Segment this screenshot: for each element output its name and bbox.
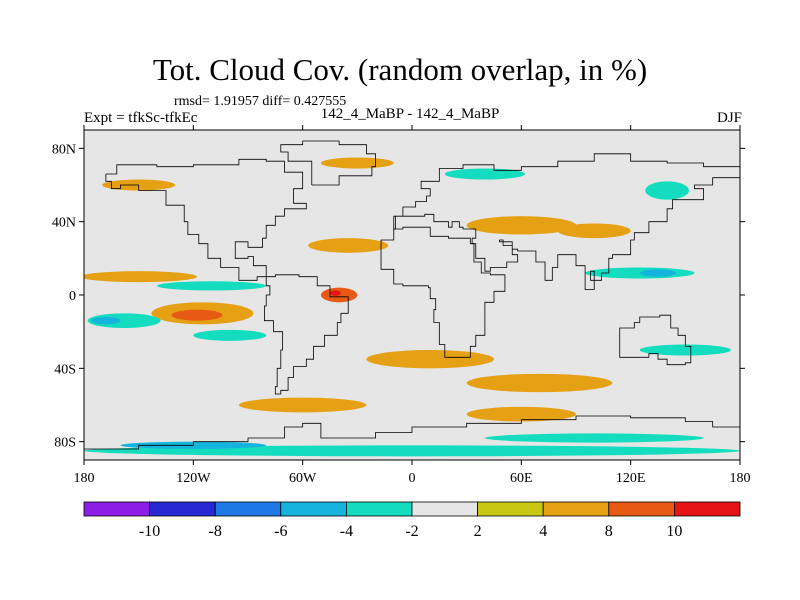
anomaly-north-pacific-band bbox=[84, 271, 197, 283]
anomaly-field bbox=[84, 157, 740, 457]
colorbar-swatch bbox=[674, 501, 741, 517]
x-tick-label: 120W bbox=[176, 471, 211, 486]
coastline-south-america bbox=[264, 274, 349, 395]
colorbar-swatch bbox=[477, 501, 544, 517]
colorbar-label: 2 bbox=[474, 523, 482, 540]
anomaly-south-indian-positive bbox=[466, 406, 576, 422]
colorbar-label: -4 bbox=[340, 523, 353, 540]
anomaly-east-pacific-negative-south bbox=[639, 344, 731, 356]
anomaly-south-atlantic-positive bbox=[466, 373, 613, 393]
colorbar-swatch bbox=[542, 501, 610, 517]
x-tick-label: 180 bbox=[730, 471, 751, 486]
anomaly-atlantic-midlat-positive bbox=[308, 238, 389, 253]
anomaly-africa-positive bbox=[366, 350, 494, 369]
anomaly-indian-ocean-core-negative bbox=[639, 269, 677, 277]
colorbar-swatch bbox=[280, 501, 347, 517]
colorbar-swatch bbox=[345, 501, 413, 517]
colorbar-label: 8 bbox=[605, 523, 613, 540]
colorbar-label: -10 bbox=[139, 523, 160, 540]
period-label: 142_4_MaBP - 142_4_MaBP bbox=[320, 106, 500, 122]
colorbar-label: 4 bbox=[539, 523, 547, 540]
coastlines bbox=[84, 140, 740, 450]
anomaly-europe-positive bbox=[466, 216, 576, 235]
x-tick-label: 180 bbox=[74, 471, 95, 486]
anomaly-pacific-negative-core bbox=[91, 317, 121, 325]
x-tick-label: 60W bbox=[289, 471, 317, 486]
y-axis: 80N 40N 0 40S 80S bbox=[52, 142, 745, 451]
colorbar-swatch bbox=[149, 501, 216, 517]
anomaly-south-america-west-max bbox=[330, 290, 341, 296]
colorbar-label: -8 bbox=[209, 523, 222, 540]
experiment-label: Expt = tfkSc-tfkEc bbox=[84, 110, 198, 126]
coastline-north-america bbox=[105, 158, 307, 281]
anomaly-southern-negative-band bbox=[484, 433, 704, 443]
x-tick-label: 120E bbox=[616, 471, 646, 486]
y-tick-label: 40S bbox=[54, 362, 76, 377]
y-tick-label: 40N bbox=[52, 216, 76, 231]
coastline-africa bbox=[380, 226, 506, 358]
x-tick-label: 60E bbox=[510, 471, 533, 486]
anomaly-south-pacific-negative bbox=[193, 329, 267, 341]
colorbar-label: 10 bbox=[666, 523, 682, 540]
colorbar: -10 -8 -6 -4 -2 2 4 8 10 bbox=[83, 501, 741, 540]
anomaly-siberia-positive bbox=[557, 223, 631, 239]
anomaly-arctic-negative bbox=[444, 168, 525, 180]
colorbar-swatch bbox=[83, 501, 150, 517]
map-title: Tot. Cloud Cov. (random overlap, in %) bbox=[152, 52, 648, 87]
coastline-australia bbox=[619, 314, 692, 366]
y-tick-label: 80N bbox=[52, 142, 76, 157]
anomaly-east-pacific-core-positive bbox=[171, 309, 223, 321]
x-axis: 180 120W 60W 0 60E 120E 180 bbox=[74, 125, 751, 486]
rmsd-diff-stats: rmsd= 1.91957 diff= 0.427555 bbox=[174, 94, 347, 109]
anomaly-pacific-itcz-negative bbox=[156, 281, 267, 291]
colorbar-swatch bbox=[214, 501, 282, 517]
y-tick-label: 0 bbox=[69, 289, 76, 304]
coastline-antarctica bbox=[84, 415, 740, 450]
anomaly-antarctic-negative-band bbox=[84, 445, 740, 457]
colorbar-swatch bbox=[411, 501, 478, 517]
colorbar-label: -6 bbox=[274, 523, 287, 540]
anomaly-southern-ocean-positive bbox=[238, 397, 367, 413]
plot-background bbox=[84, 130, 740, 460]
y-tick-label: 80S bbox=[54, 436, 76, 451]
anomaly-north-america-positive bbox=[320, 157, 394, 169]
coastline-greenland bbox=[280, 140, 376, 186]
season-label: DJF bbox=[716, 110, 742, 126]
colorbar-swatch bbox=[608, 501, 675, 517]
colorbar-label: -2 bbox=[405, 523, 418, 540]
anomaly-far-east-negative bbox=[645, 181, 689, 200]
x-tick-label: 0 bbox=[409, 471, 416, 486]
